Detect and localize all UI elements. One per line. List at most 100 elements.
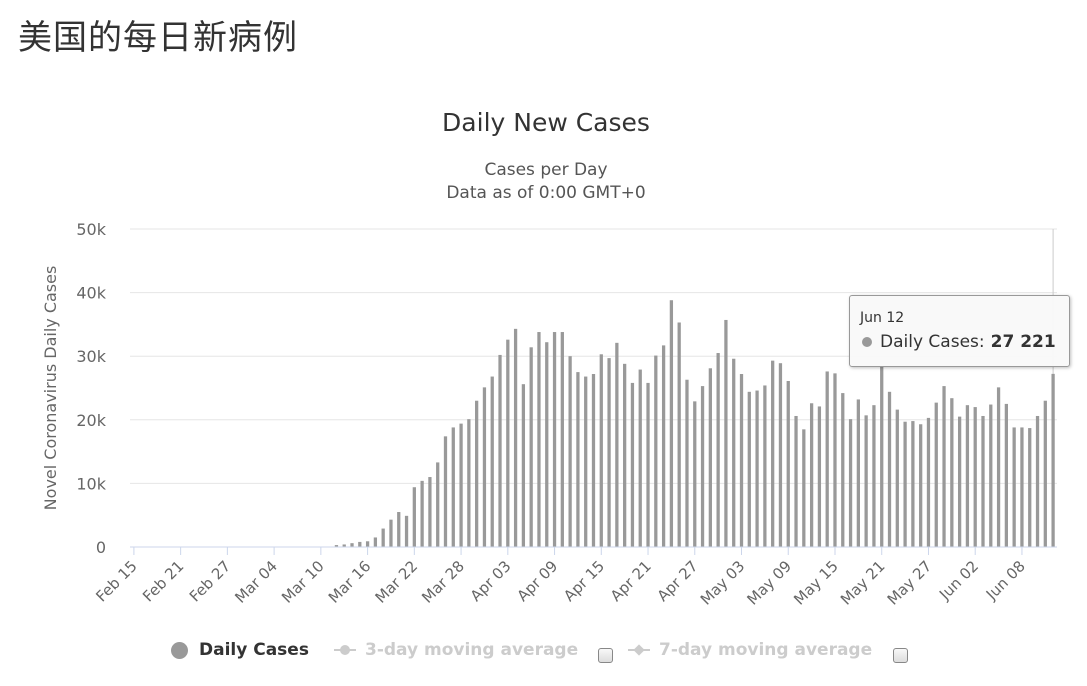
bar-daily-cases[interactable]: [599, 354, 603, 547]
x-tick-label: May 21: [837, 557, 889, 609]
bar-daily-cases[interactable]: [957, 416, 962, 547]
bar-daily-cases[interactable]: [584, 376, 588, 547]
bar-daily-cases[interactable]: [506, 339, 510, 547]
bar-daily-cases[interactable]: [591, 374, 596, 547]
bar-daily-cases[interactable]: [623, 363, 627, 547]
bar-daily-cases[interactable]: [747, 391, 751, 547]
bar-daily-cases[interactable]: [654, 355, 658, 547]
bar-daily-cases[interactable]: [981, 415, 985, 547]
bar-daily-cases[interactable]: [615, 342, 619, 547]
bar-daily-cases[interactable]: [373, 537, 378, 547]
bar-daily-cases[interactable]: [864, 415, 868, 547]
legend-item-3-day-average[interactable]: 3-day moving average: [334, 640, 578, 660]
bar-daily-cases[interactable]: [365, 541, 370, 547]
bar-daily-cases[interactable]: [1004, 403, 1008, 547]
bar-daily-cases[interactable]: [724, 319, 728, 547]
bar-daily-cases[interactable]: [1043, 400, 1047, 547]
bar-daily-cases[interactable]: [872, 405, 876, 547]
bar-daily-cases[interactable]: [529, 347, 533, 547]
bar-daily-cases[interactable]: [552, 332, 557, 547]
bar-daily-cases[interactable]: [1020, 427, 1024, 547]
bar-daily-cases[interactable]: [895, 409, 899, 547]
bar-daily-cases[interactable]: [809, 403, 814, 547]
bar-daily-cases[interactable]: [817, 406, 822, 547]
bar-daily-cases[interactable]: [677, 322, 681, 547]
bar-daily-cases[interactable]: [1035, 415, 1040, 547]
bar-daily-cases[interactable]: [389, 519, 393, 547]
bar-daily-cases[interactable]: [350, 543, 354, 547]
bar-daily-cases[interactable]: [903, 421, 907, 547]
bar-daily-cases[interactable]: [856, 399, 860, 547]
bar-daily-cases[interactable]: [498, 354, 502, 547]
bar-daily-cases[interactable]: [965, 405, 970, 547]
bar-daily-cases[interactable]: [989, 404, 993, 547]
bar-daily-cases[interactable]: [880, 366, 884, 547]
bar-daily-cases[interactable]: [973, 407, 977, 547]
bar-daily-cases[interactable]: [841, 393, 845, 547]
bar-daily-cases[interactable]: [661, 345, 666, 547]
bar-daily-cases[interactable]: [1028, 428, 1032, 547]
bar-daily-cases[interactable]: [451, 427, 455, 547]
bar-daily-cases[interactable]: [786, 381, 790, 547]
bar-daily-cases[interactable]: [1051, 373, 1055, 547]
bar-daily-cases[interactable]: [926, 417, 931, 547]
bar-daily-cases[interactable]: [833, 373, 837, 547]
bar-daily-cases[interactable]: [716, 353, 720, 547]
legend-item-daily-cases[interactable]: Daily Cases: [171, 640, 309, 660]
bar-daily-cases[interactable]: [334, 545, 339, 547]
bar-daily-cases[interactable]: [794, 415, 798, 547]
bar-daily-cases[interactable]: [996, 387, 1001, 547]
bar-daily-cases[interactable]: [513, 328, 518, 547]
bar-daily-cases[interactable]: [607, 358, 611, 547]
bar-daily-cases[interactable]: [630, 382, 635, 547]
bar-daily-cases[interactable]: [537, 332, 541, 547]
checkbox-7-day-average[interactable]: [893, 648, 908, 663]
bar-daily-cases[interactable]: [763, 385, 767, 547]
bar-daily-cases[interactable]: [911, 421, 915, 547]
bar-daily-cases[interactable]: [669, 300, 674, 547]
bar-daily-cases[interactable]: [942, 386, 946, 547]
bar-daily-cases[interactable]: [802, 429, 806, 547]
bar-daily-cases[interactable]: [638, 369, 642, 547]
bar-daily-cases[interactable]: [560, 332, 564, 547]
bar-daily-cases[interactable]: [397, 512, 401, 547]
legend-item-7-day-average[interactable]: 7-day moving average: [628, 640, 872, 660]
bar-daily-cases[interactable]: [436, 462, 440, 547]
bar-daily-cases[interactable]: [646, 382, 650, 547]
bar-daily-cases[interactable]: [404, 515, 409, 547]
bar-daily-cases[interactable]: [521, 384, 526, 547]
bar-daily-cases[interactable]: [732, 358, 736, 547]
bar-daily-cases[interactable]: [708, 368, 712, 547]
bar-daily-cases[interactable]: [576, 372, 580, 547]
bar-daily-cases[interactable]: [443, 436, 448, 547]
bar-daily-cases[interactable]: [475, 400, 479, 547]
bar-daily-cases[interactable]: [420, 480, 424, 547]
bar-daily-cases[interactable]: [482, 387, 487, 547]
bar-daily-cases[interactable]: [700, 386, 705, 547]
bar-daily-cases[interactable]: [739, 374, 744, 547]
bar-daily-cases[interactable]: [490, 376, 494, 547]
bar-daily-cases[interactable]: [887, 391, 892, 547]
bar-daily-cases[interactable]: [342, 544, 346, 547]
bar-daily-cases[interactable]: [685, 379, 689, 547]
bar-daily-cases[interactable]: [545, 342, 549, 547]
bar-daily-cases[interactable]: [778, 363, 783, 547]
bar-daily-cases[interactable]: [467, 419, 471, 547]
bar-daily-cases[interactable]: [919, 424, 923, 547]
bar-daily-cases[interactable]: [934, 402, 938, 547]
bar-daily-cases[interactable]: [950, 398, 954, 547]
bar-daily-cases[interactable]: [825, 371, 829, 547]
bar-daily-cases[interactable]: [459, 423, 463, 547]
bar-daily-cases[interactable]: [1012, 427, 1016, 547]
bar-daily-cases[interactable]: [848, 419, 853, 547]
x-tick-label: Feb 27: [186, 557, 234, 605]
bar-daily-cases[interactable]: [358, 541, 362, 547]
bar-daily-cases[interactable]: [568, 356, 572, 547]
bar-daily-cases[interactable]: [412, 487, 416, 547]
bar-daily-cases[interactable]: [693, 401, 697, 547]
bar-daily-cases[interactable]: [428, 477, 432, 547]
checkbox-3-day-average[interactable]: [598, 648, 613, 663]
bar-daily-cases[interactable]: [771, 360, 775, 547]
bar-daily-cases[interactable]: [755, 390, 759, 547]
bar-daily-cases[interactable]: [381, 528, 385, 547]
